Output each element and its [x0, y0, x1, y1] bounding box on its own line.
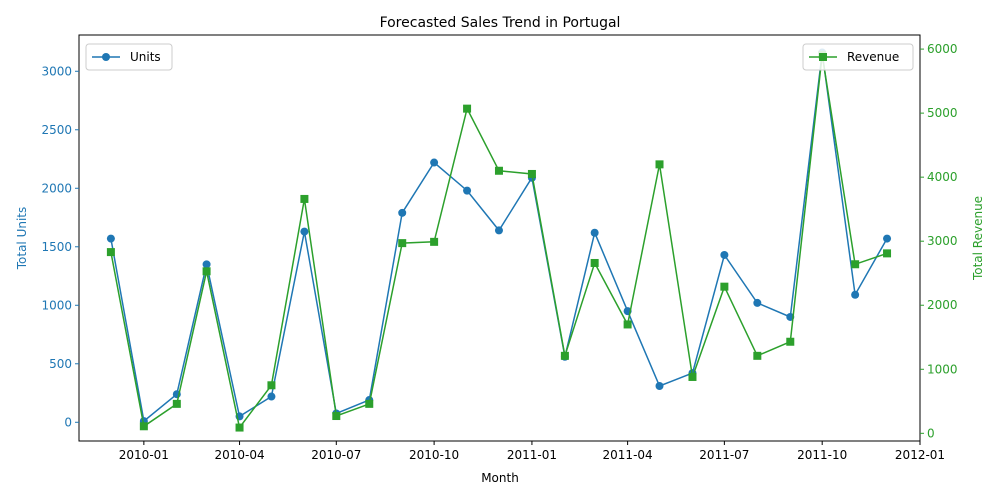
legend-revenue: Revenue: [802, 43, 914, 71]
y-right-tick-label: 4000: [927, 170, 958, 184]
chart-title: Forecasted Sales Trend in Portugal: [380, 15, 621, 31]
series-revenue-point: [494, 166, 503, 175]
series-revenue-point: [139, 422, 148, 431]
series-revenue-point: [655, 160, 664, 169]
x-tick-label: 2010-01: [119, 448, 169, 462]
x-tick-label: 2011-01: [507, 448, 557, 462]
series-revenue-point: [851, 260, 860, 269]
x-tick-label: 2011-04: [603, 448, 653, 462]
series-revenue-point: [720, 282, 729, 291]
x-tick-label: 2010-07: [311, 448, 361, 462]
series-revenue-point: [688, 372, 697, 381]
series-revenue-point: [753, 351, 762, 360]
plot-frame: [78, 34, 921, 442]
series-revenue-point: [623, 320, 632, 329]
series-revenue-point: [883, 249, 892, 258]
series-units-point: [106, 234, 115, 243]
legend-revenue-label: Revenue: [847, 50, 899, 64]
legend-units-marker: [102, 53, 110, 61]
y-right-tick-label: 0: [927, 426, 935, 440]
y-left-tick-label: 1000: [41, 298, 72, 312]
series-revenue-point: [430, 237, 439, 246]
series-units-point: [463, 186, 472, 195]
series-units-point: [655, 382, 664, 391]
y-right-tick-label: 5000: [927, 106, 958, 120]
y-left-tick-label: 500: [49, 357, 72, 371]
y-left-tick-label: 1500: [41, 240, 72, 254]
series-revenue-point: [332, 412, 341, 421]
y-axis-left-label: Total Units: [15, 207, 29, 271]
x-tick-label: 2010-10: [409, 448, 459, 462]
legend-revenue-marker: [819, 53, 827, 61]
y-axis-right-label: Total Revenue: [971, 196, 985, 281]
series-revenue-point: [786, 337, 795, 346]
series-revenue-point: [398, 239, 407, 248]
series-units-line: [110, 52, 888, 423]
series-revenue-line: [110, 54, 888, 430]
x-tick-label: 2011-10: [797, 448, 847, 462]
series-revenue-point: [106, 248, 115, 257]
series-revenue-point: [527, 169, 536, 178]
series-units-point: [753, 298, 762, 307]
y-right-tick-label: 1000: [927, 362, 958, 376]
series-units-point: [398, 208, 407, 217]
x-tick-label: 2011-07: [699, 448, 749, 462]
y-left-tick-label: 2000: [41, 181, 72, 195]
x-tick-label: 2012-01: [895, 448, 945, 462]
y-left-tick-label: 3000: [41, 64, 72, 78]
series-units-point: [590, 228, 599, 237]
series-revenue-point: [267, 381, 276, 390]
series-units-point: [883, 234, 892, 243]
series-units-point: [720, 250, 729, 259]
series-units-point: [851, 290, 860, 299]
series-units-point: [267, 392, 276, 401]
series-units-point: [202, 260, 211, 269]
series-revenue-point: [300, 194, 309, 203]
y-left-tick-label: 0: [64, 415, 72, 429]
series-revenue-point: [202, 267, 211, 276]
series-revenue-point: [560, 351, 569, 360]
legend-units-label: Units: [130, 50, 161, 64]
series-revenue-point: [590, 258, 599, 267]
y-right-tick-label: 3000: [927, 234, 958, 248]
series-revenue-point: [235, 423, 244, 432]
series-units-point: [494, 226, 503, 235]
y-right-tick-label: 6000: [927, 42, 958, 56]
y-left-tick-label: 2500: [41, 123, 72, 137]
legend-units: Units: [85, 43, 173, 71]
series-revenue-point: [463, 104, 472, 113]
series-units-point: [300, 227, 309, 236]
series-revenue-point: [172, 399, 181, 408]
series-units-point: [430, 158, 439, 167]
y-right-tick-label: 2000: [927, 298, 958, 312]
x-tick-label: 2010-04: [214, 448, 264, 462]
series-revenue-point: [365, 399, 374, 408]
x-axis-label: Month: [481, 471, 519, 485]
